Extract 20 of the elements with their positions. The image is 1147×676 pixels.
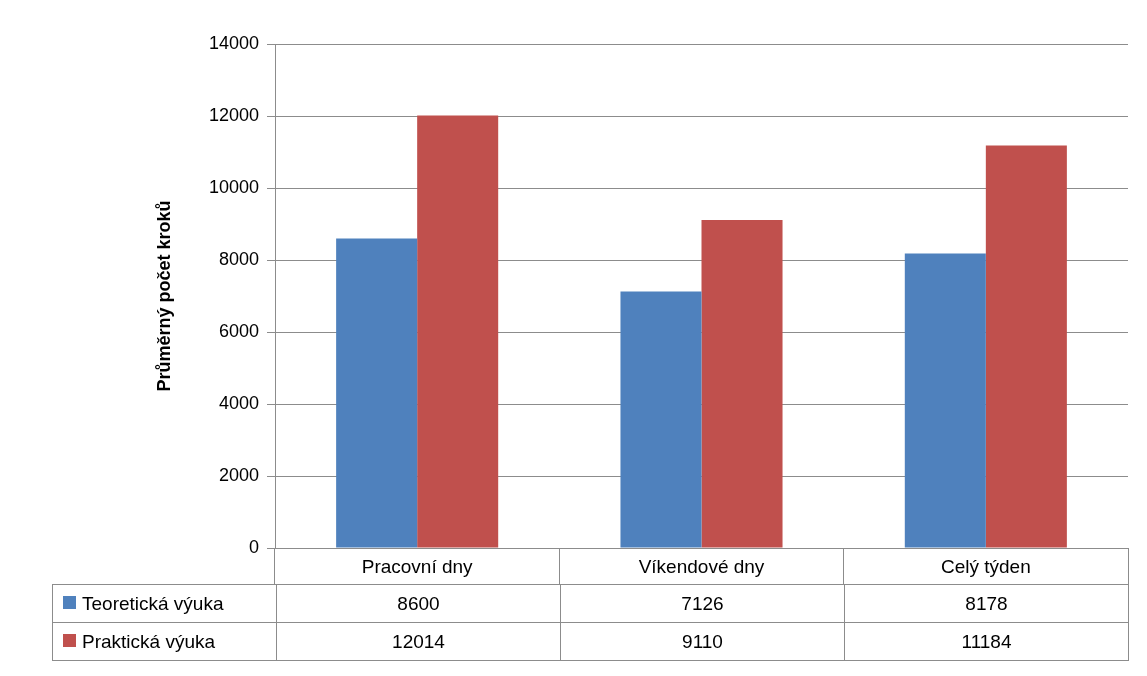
y-tick-label: 14000 — [208, 32, 259, 53]
x-tick-label: Celý týden — [940, 555, 1031, 577]
data-label: 7126 — [560, 584, 845, 623]
legend-label: Teoretická výuka — [52, 584, 277, 623]
y-tick-label: 4000 — [218, 392, 259, 413]
y-tick-label: 10000 — [208, 176, 259, 197]
x-tick-label: Pracovní dny — [361, 555, 474, 577]
x-tick-label: Víkendové dny — [638, 555, 765, 577]
y-axis-title: Průměrný počet kroků — [153, 200, 174, 392]
data-label: 9110 — [560, 622, 845, 661]
y-tick-label: 0 — [248, 536, 259, 557]
legend-label: Praktická výuka — [52, 622, 277, 661]
y-tick-label: 2000 — [218, 464, 259, 485]
data-label: 12014 — [276, 622, 561, 661]
y-tick-label: 6000 — [218, 320, 259, 341]
y-tick-label: 8000 — [218, 248, 259, 269]
data-label: 11184 — [844, 622, 1129, 661]
y-tick-label: 12000 — [208, 104, 259, 125]
data-label: 8178 — [844, 584, 1129, 623]
data-label: 8600 — [276, 584, 561, 623]
